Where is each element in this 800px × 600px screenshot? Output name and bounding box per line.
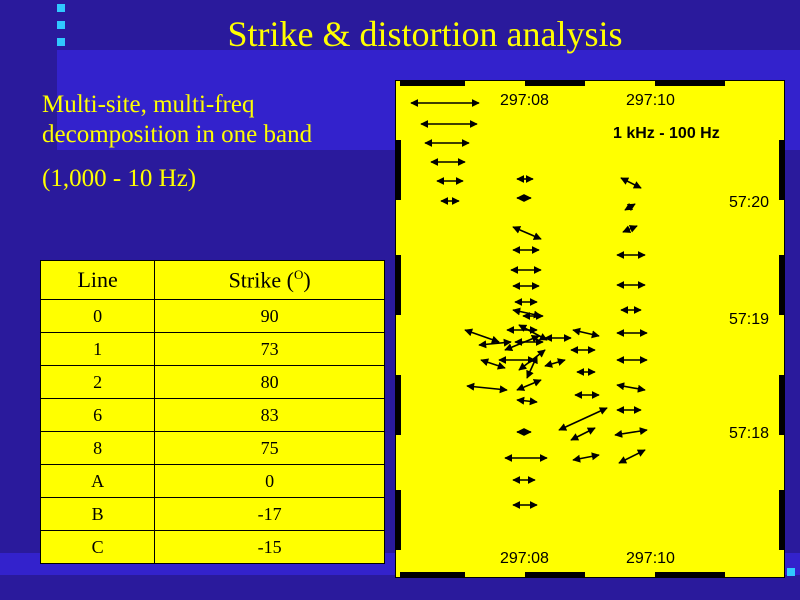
strike-cell: -15 xyxy=(154,530,385,564)
strike-arrow xyxy=(614,427,648,438)
strike-arrow xyxy=(466,382,508,394)
band-label: 1 kHz - 100 Hz xyxy=(613,125,720,142)
strike-arrow xyxy=(570,427,596,441)
strike-arrows xyxy=(410,99,648,509)
strike-cell: 83 xyxy=(154,398,385,432)
strike-arrow xyxy=(620,177,642,189)
top-label-297-08: 297:08 xyxy=(500,92,549,109)
strike-map: 297:08 297:10 1 kHz - 100 Hz 57:20 57:19… xyxy=(395,80,785,578)
table-row: 0 90 xyxy=(39,299,385,333)
line-cell: 8 xyxy=(39,431,156,465)
column-header-strike: Strike (O) xyxy=(154,260,385,300)
line-cell: 2 xyxy=(39,365,156,399)
slide-title: Strike & distortion analysis xyxy=(227,14,623,54)
line-cell: 0 xyxy=(39,299,156,333)
table-row: 8 75 xyxy=(39,431,385,465)
subtitle-line-2: (1,000 - 10 Hz) xyxy=(42,165,197,192)
table-row: C -15 xyxy=(39,530,385,564)
subtitle-line-1: Multi-site, multi-freq decomposition in … xyxy=(42,91,313,148)
table-row: 2 80 xyxy=(39,365,385,399)
top-label-297-10: 297:10 xyxy=(626,92,675,109)
strike-arrow xyxy=(516,396,538,406)
table-row: 1 73 xyxy=(39,332,385,366)
right-label-57-20: 57:20 xyxy=(729,194,769,211)
dot-icon xyxy=(57,4,65,12)
map-frame-ticks xyxy=(395,80,785,578)
strike-cell: 73 xyxy=(154,332,385,366)
corner-dot-icon xyxy=(787,568,795,576)
strike-arrow xyxy=(544,358,566,368)
decorative-dots xyxy=(57,0,65,55)
map-background xyxy=(395,80,785,578)
strike-arrow xyxy=(516,379,542,391)
line-cell: 6 xyxy=(39,398,156,432)
strike-table: Line Strike (O) 0 90 1 73 2 80 6 83 8 75 A 0 B -17 C -1… xyxy=(39,260,385,564)
right-label-57-19: 57:19 xyxy=(729,311,769,328)
strike-arrow xyxy=(572,452,600,463)
strike-cell: 0 xyxy=(154,464,385,498)
dot-icon xyxy=(57,38,65,46)
strike-arrow xyxy=(526,355,538,379)
strike-cell: 90 xyxy=(154,299,385,333)
strike-header-label: Strike ( xyxy=(228,267,294,293)
degree-symbol: O xyxy=(293,266,304,282)
bottom-label-297-10: 297:10 xyxy=(626,550,675,567)
table-row: B -17 xyxy=(39,497,385,531)
strike-arrow xyxy=(478,338,512,349)
line-cell: A xyxy=(39,464,156,498)
bottom-label-297-08: 297:08 xyxy=(500,550,549,567)
strike-arrow xyxy=(558,407,608,431)
strike-arrow xyxy=(480,358,506,370)
line-cell: B xyxy=(39,497,156,531)
dot-icon xyxy=(57,21,65,29)
strike-arrow xyxy=(624,202,636,212)
strike-arrow xyxy=(616,382,646,393)
strike-arrow xyxy=(512,226,542,240)
strike-cell: 75 xyxy=(154,431,385,465)
column-header-line: Line xyxy=(39,260,156,300)
table-row: 6 83 xyxy=(39,398,385,432)
line-cell: C xyxy=(39,530,156,564)
strike-header-close: ) xyxy=(303,267,311,293)
table-header-row: Line Strike (O) xyxy=(39,260,385,300)
strike-arrow xyxy=(618,449,646,464)
line-cell: 1 xyxy=(39,332,156,366)
right-label-57-18: 57:18 xyxy=(729,425,769,442)
strike-cell: 80 xyxy=(154,365,385,399)
strike-cell: -17 xyxy=(154,497,385,531)
strike-arrow xyxy=(572,327,600,339)
slide-subtitle: Multi-site, multi-freq decomposition in … xyxy=(42,90,372,194)
strike-arrow xyxy=(622,225,638,233)
